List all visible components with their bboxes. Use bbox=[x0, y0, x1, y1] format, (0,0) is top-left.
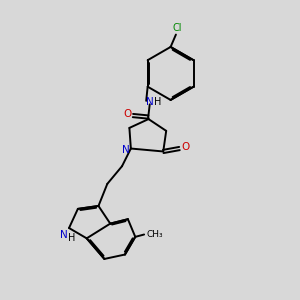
Text: N: N bbox=[122, 145, 129, 155]
Text: N: N bbox=[60, 230, 68, 240]
Text: CH₃: CH₃ bbox=[147, 230, 163, 239]
Text: O: O bbox=[181, 142, 190, 152]
Text: N: N bbox=[146, 97, 154, 107]
Text: H: H bbox=[154, 97, 162, 107]
Text: O: O bbox=[123, 109, 131, 119]
Text: H: H bbox=[68, 233, 75, 243]
Text: Cl: Cl bbox=[172, 23, 182, 33]
